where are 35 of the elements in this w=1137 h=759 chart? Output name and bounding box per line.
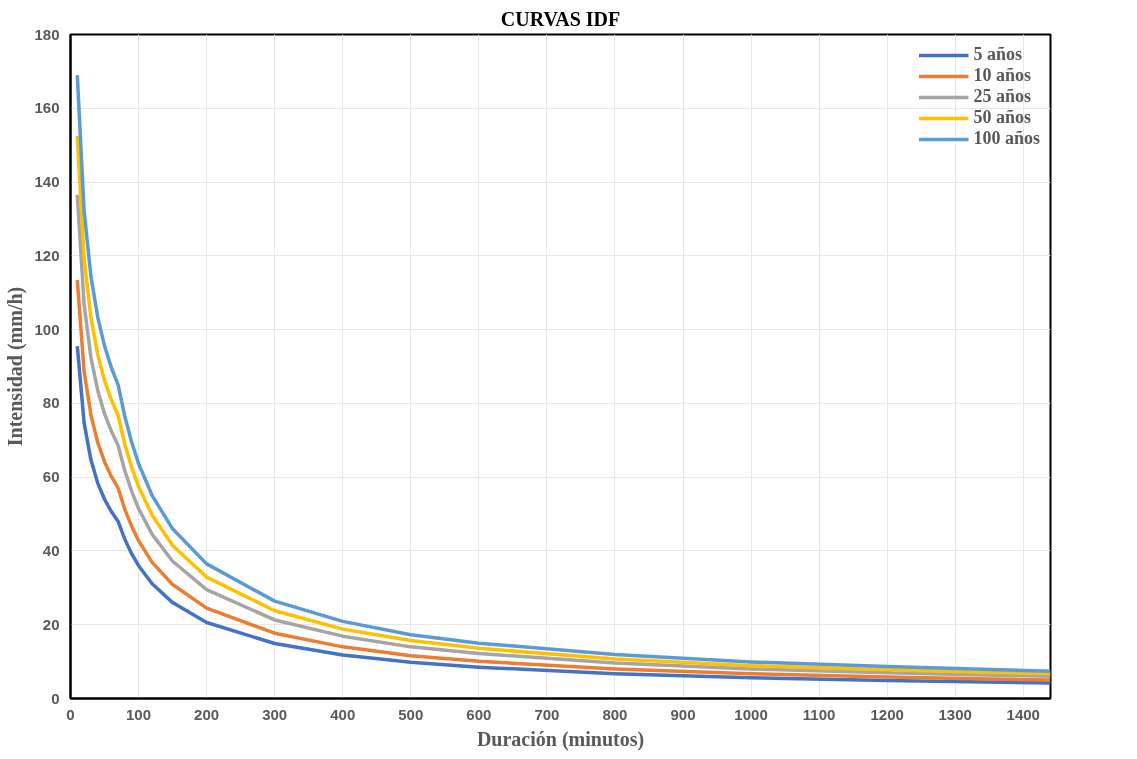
x-tick-label: 1300 xyxy=(938,705,972,723)
y-tick-label: 140 xyxy=(34,173,60,191)
x-tick-label: 100 xyxy=(126,705,152,723)
y-axis-title: Intensidad (mm/h) xyxy=(4,286,28,447)
y-tick-label: 160 xyxy=(34,99,60,117)
x-tick-label: 600 xyxy=(466,705,492,723)
x-tick-label: 500 xyxy=(398,705,424,723)
x-tick-label: 1100 xyxy=(802,705,836,723)
y-tick-label: 20 xyxy=(42,615,60,633)
x-tick-label: 0 xyxy=(66,705,75,723)
line-series xyxy=(75,278,1051,682)
x-tick-label: 200 xyxy=(194,705,220,723)
legend-label: 5 años xyxy=(973,44,1022,65)
x-tick-label: 1200 xyxy=(870,705,904,723)
y-tick-label: 180 xyxy=(34,25,60,43)
x-tick-label: 900 xyxy=(670,705,696,723)
x-tick-label: 300 xyxy=(262,705,288,723)
y-tick-label: 40 xyxy=(42,541,60,559)
x-tick-label: 700 xyxy=(534,705,560,723)
legend-label: 25 años xyxy=(973,86,1031,107)
y-tick-label: 60 xyxy=(42,468,60,486)
chart-title: CURVAS IDF xyxy=(500,7,621,30)
legend-label: 50 años xyxy=(973,107,1031,128)
x-tick-label: 1400 xyxy=(1006,705,1040,723)
y-tick-label: 80 xyxy=(42,394,60,412)
y-tick-label: 0 xyxy=(51,689,60,707)
x-tick-label: 400 xyxy=(330,705,356,723)
legend-label: 10 años xyxy=(973,65,1031,86)
x-axis-title: Duración (minutos) xyxy=(476,727,645,751)
x-tick-label: 800 xyxy=(602,705,628,723)
y-tick-label: 100 xyxy=(34,320,60,338)
y-tick-label: 120 xyxy=(34,246,60,264)
line-series xyxy=(75,344,1051,685)
x-tick-label: 1000 xyxy=(734,705,768,723)
legend-label: 100 años xyxy=(973,128,1040,149)
